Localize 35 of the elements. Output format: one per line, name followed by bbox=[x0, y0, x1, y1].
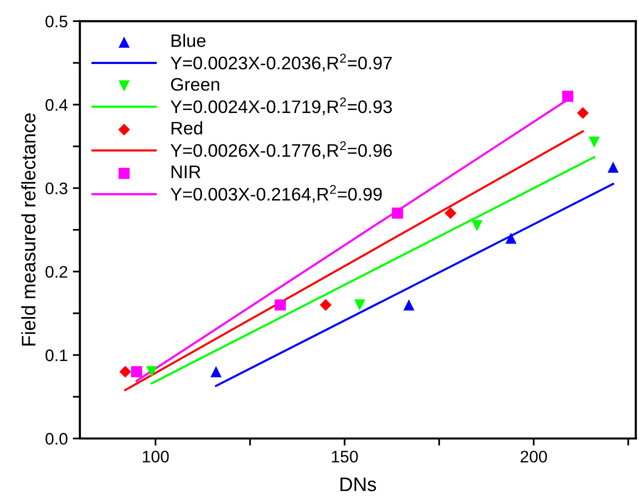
point bbox=[608, 162, 619, 173]
point bbox=[274, 299, 286, 310]
legend-label: Y=0.0024X-0.1719,R$^{2}$=0.93 bbox=[170, 97, 392, 116]
y-axis-title: Field measured reflectance bbox=[21, 113, 36, 346]
x-tick-label: 150 bbox=[332, 450, 358, 463]
point bbox=[576, 107, 589, 119]
point bbox=[562, 90, 574, 102]
x-axis-title: DNs bbox=[340, 478, 376, 492]
x-tick-label: 200 bbox=[520, 450, 547, 463]
legend-label: Blue bbox=[172, 34, 206, 48]
point bbox=[119, 366, 132, 378]
legend-label: Red bbox=[172, 121, 202, 135]
point bbox=[354, 299, 366, 310]
point bbox=[403, 299, 414, 310]
legend-label: Y=0.0026X-0.1776,R$^{2}$=0.96 bbox=[170, 141, 392, 160]
point bbox=[444, 207, 456, 220]
point bbox=[320, 299, 332, 311]
legend-label: Y=0.0023X-0.2036,R$^{2}$=0.97 bbox=[170, 54, 392, 72]
point bbox=[471, 220, 483, 232]
y-tick-label: 0.2 bbox=[46, 266, 68, 278]
point bbox=[505, 232, 517, 244]
y-tick-label: 0.1 bbox=[46, 349, 68, 362]
legend-label: NIR bbox=[172, 166, 200, 178]
point bbox=[131, 366, 142, 378]
point bbox=[392, 208, 404, 219]
point bbox=[588, 136, 600, 148]
y-tick-label: 0.3 bbox=[46, 182, 68, 194]
y-tick-label: 0.5 bbox=[46, 16, 68, 28]
point bbox=[146, 366, 158, 378]
point bbox=[210, 366, 222, 378]
text: 0.0 bbox=[46, 432, 68, 445]
y-tick-label: 0.4 bbox=[46, 99, 68, 111]
x-tick-label: 100 bbox=[142, 450, 169, 463]
legend-label: Y=0.003X-0.2164,R$^{2}$=0.99 bbox=[170, 184, 382, 203]
legend-label: Green bbox=[171, 78, 220, 91]
